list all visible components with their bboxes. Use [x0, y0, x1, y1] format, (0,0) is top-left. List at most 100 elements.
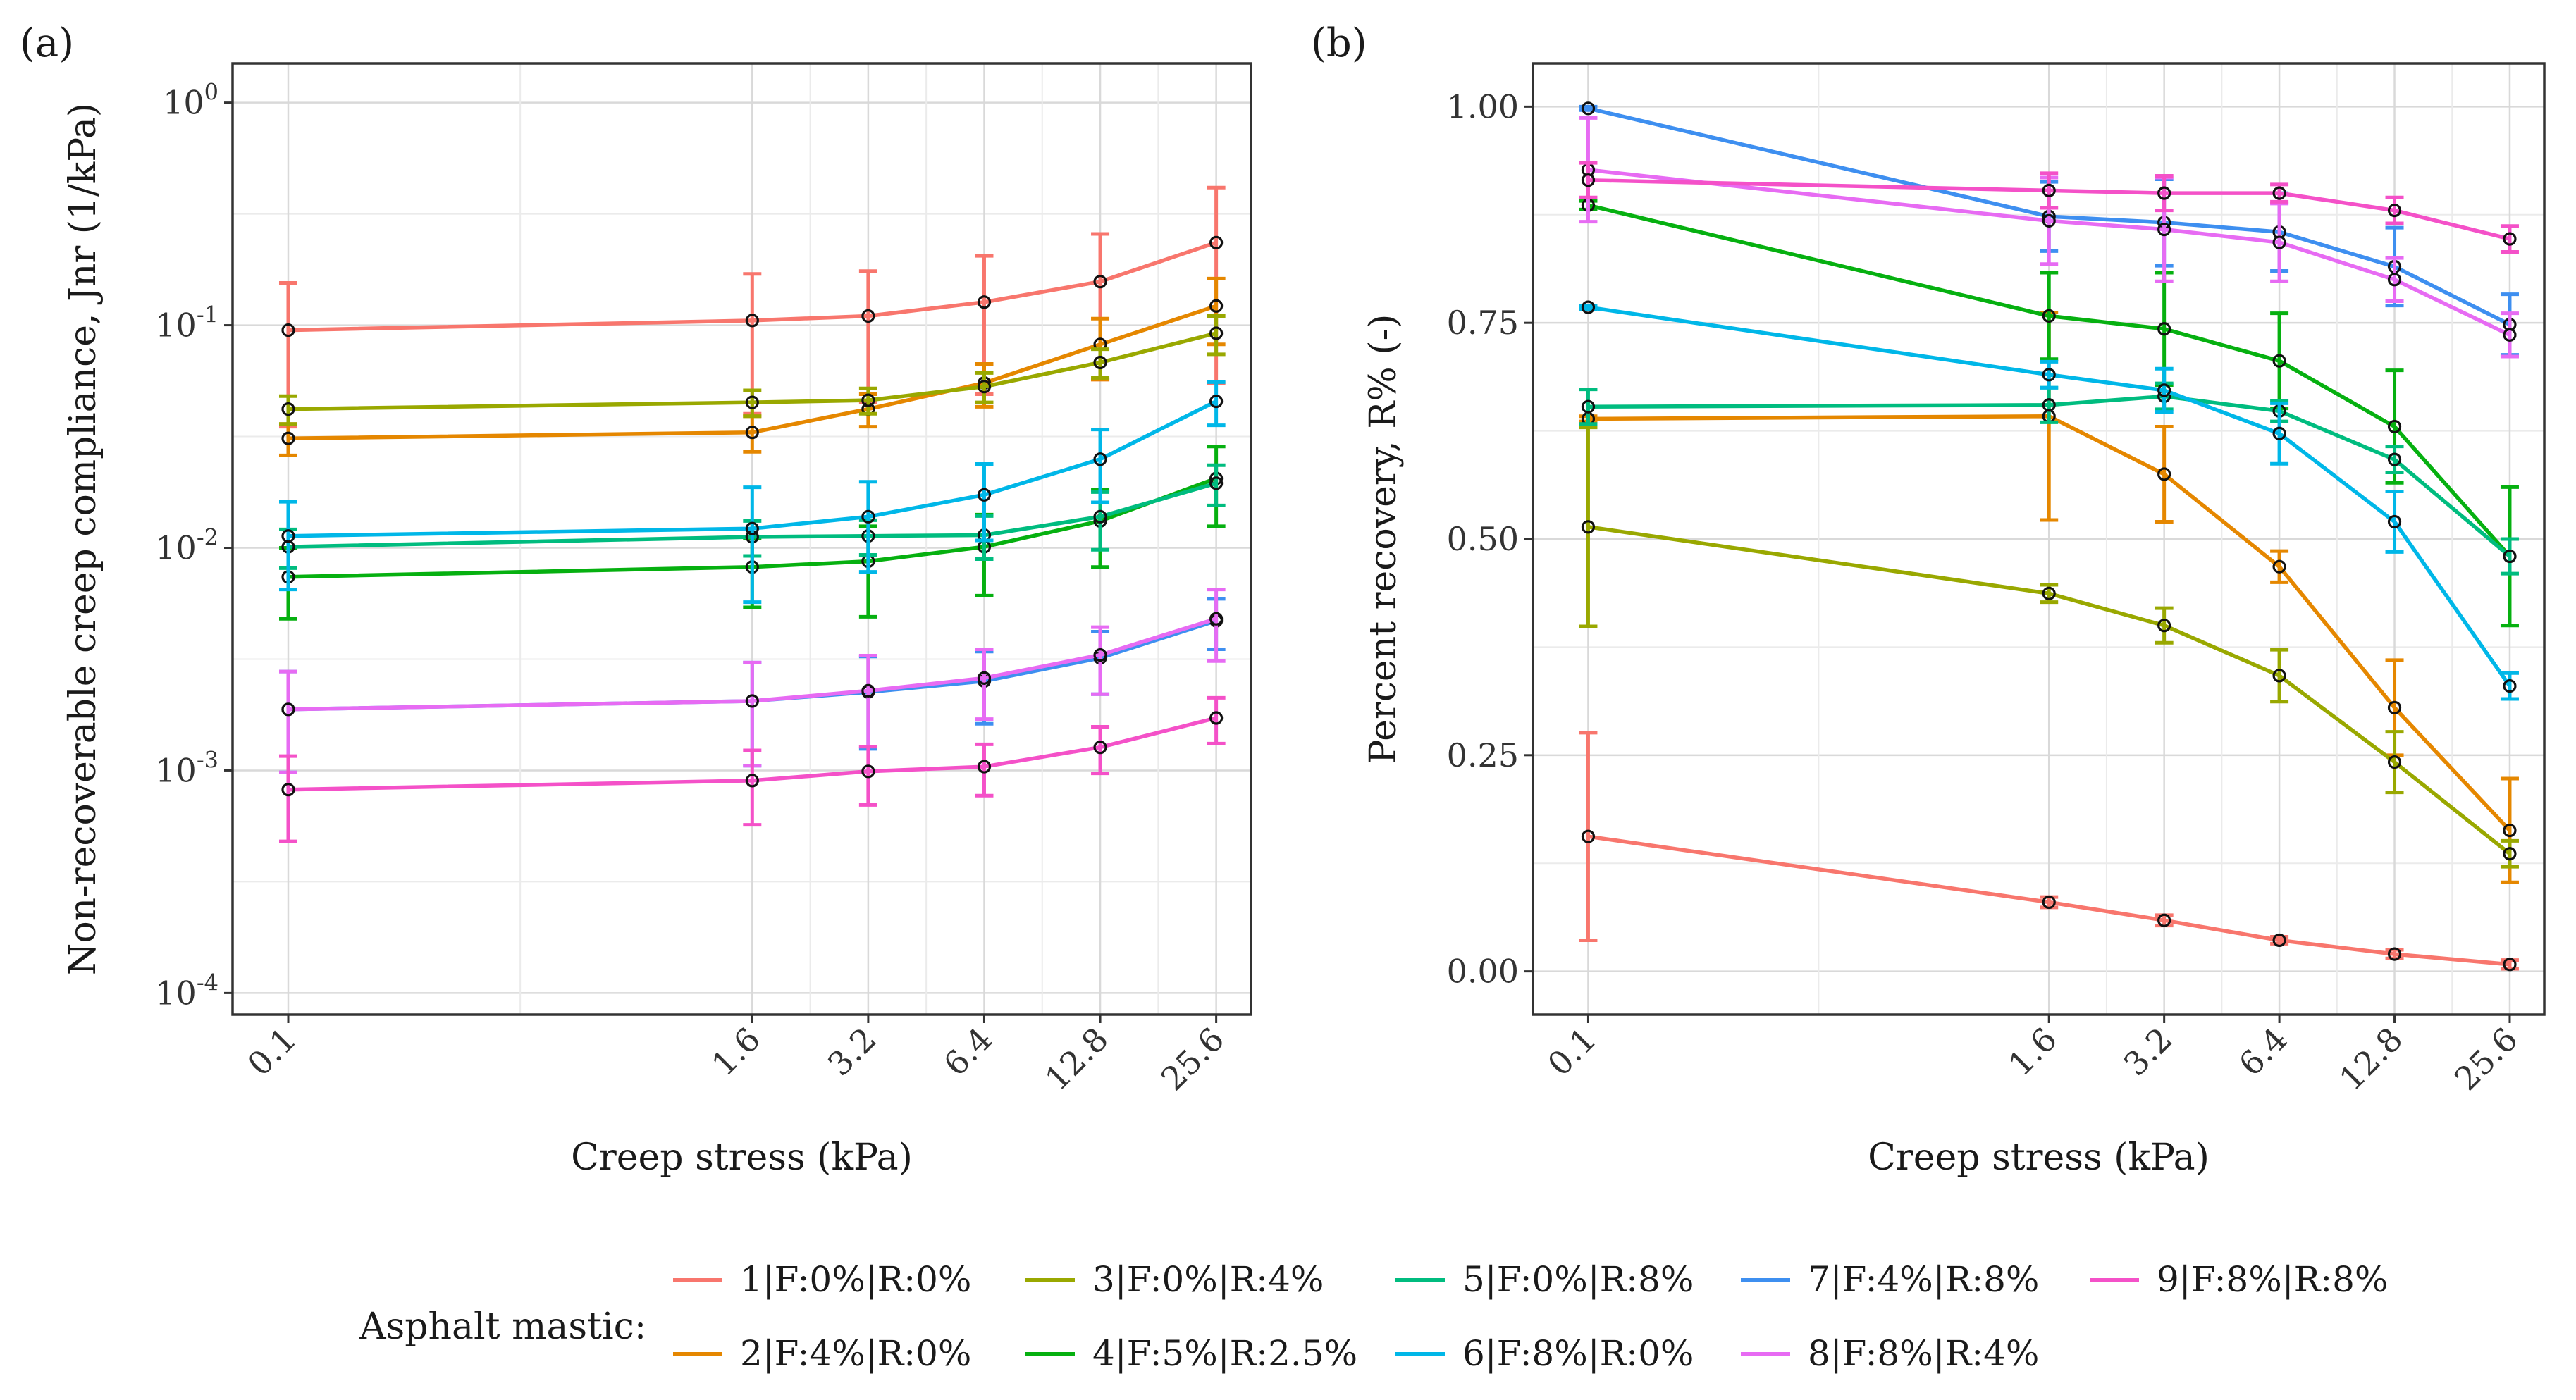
data-point: [977, 760, 992, 774]
series-line: [288, 716, 1217, 792]
y-tick-label: 0.50: [1447, 520, 1519, 558]
data-point: [1581, 829, 1596, 843]
data-point: [1581, 300, 1596, 314]
x-tick-label: 6.4: [2231, 1020, 2295, 1084]
data-point: [2503, 958, 2517, 972]
data-point: [2042, 183, 2056, 198]
series-line: [288, 240, 1217, 333]
series-line: [1588, 414, 2512, 832]
y-axis: 100 10-1 10-2 10-3 10-4: [155, 79, 233, 1012]
series-6: [278, 380, 1226, 605]
data-point: [2272, 559, 2286, 574]
data-point: [1581, 101, 1596, 116]
error-bar: [743, 748, 762, 827]
x-axis: 0.1 1.6 3.2 6.4 12.8 25.6: [1540, 1015, 2525, 1098]
data-point: [861, 509, 875, 524]
data-point: [2157, 223, 2171, 237]
legend-label: 4|F:5%|R:2.5%: [1092, 1333, 1357, 1374]
legend-item-9: 9|F:8%|R:8%: [2090, 1259, 2388, 1300]
error-bar: [858, 480, 877, 574]
series-3: [278, 314, 1226, 426]
data-point: [2042, 398, 2056, 412]
data-point: [861, 683, 875, 698]
data-point: [745, 314, 759, 328]
error-bar: [1207, 463, 1226, 507]
data-point: [977, 380, 992, 394]
data-point: [1093, 355, 1107, 370]
data-point: [2387, 514, 2402, 529]
data-point: [2042, 309, 2056, 323]
legend-label: 5|F:0%|R:8%: [1462, 1259, 1694, 1300]
legend-item-7: 7|F:4%|R:8%: [1741, 1259, 2039, 1300]
data-point: [2503, 823, 2517, 838]
data-point: [2272, 426, 2286, 440]
x-tick-label: 12.8: [2332, 1020, 2410, 1098]
data-point: [2272, 669, 2286, 683]
series-line: [288, 476, 1217, 579]
data-point: [2042, 368, 2056, 382]
data-point: [2503, 549, 2517, 564]
data-point: [2157, 383, 2171, 397]
data-point: [2157, 619, 2171, 633]
y-tick-label: 0.00: [1447, 953, 1519, 991]
data-point: [2272, 186, 2286, 200]
data-point: [2503, 232, 2517, 246]
data-point: [1581, 520, 1596, 534]
x-tick-label: 0.1: [240, 1020, 304, 1084]
data-point: [2042, 895, 2056, 910]
error-bar: [278, 500, 297, 592]
data-point: [1581, 173, 1596, 187]
data-point: [2272, 354, 2286, 368]
y-tick-label: 100: [163, 79, 218, 122]
error-bar: [1579, 731, 1598, 942]
data-point: [2387, 755, 2402, 769]
legend-label: 9|F:8%|R:8%: [2157, 1259, 2388, 1300]
data-point: [745, 774, 759, 788]
data-point: [281, 529, 295, 543]
legend-item-1: 1|F:0%|R:0%: [673, 1259, 971, 1300]
y-tick-label: 10-4: [155, 969, 218, 1012]
series-group: [278, 185, 1226, 843]
data-point: [281, 783, 295, 797]
y-axis-title: Percent recovery, R% (-): [1362, 314, 1405, 764]
legend: Asphalt mastic: 1|F:0%|R:0% 2|F:4%|R:0% 3|…: [359, 1259, 2388, 1374]
error-bar: [2500, 537, 2519, 576]
chart-panel-a: 0.1 1.6 3.2 6.4 12.8 25.6 Creep stress (kPa) 10…: [62, 62, 1252, 1179]
y-axis-title: Non-recoverable creep compliance, Jnr (1…: [62, 103, 104, 975]
data-point: [2503, 679, 2517, 693]
error-bar: [975, 742, 994, 798]
error-bar: [1207, 695, 1226, 745]
series-line: [1588, 305, 2512, 688]
error-bar: [1579, 161, 1598, 199]
series-line: [288, 304, 1217, 441]
data-point: [2503, 328, 2517, 342]
data-point: [2272, 933, 2286, 948]
data-point: [1093, 741, 1107, 755]
data-point: [1209, 235, 1224, 249]
data-point: [281, 702, 295, 717]
error-bar: [1579, 426, 1598, 628]
series-line: [288, 331, 1217, 411]
error-bar: [278, 394, 297, 426]
error-bar: [1207, 380, 1226, 428]
data-point: [1093, 509, 1107, 524]
legend-label: 3|F:0%|R:4%: [1092, 1259, 1324, 1300]
x-tick-label: 3.2: [2116, 1020, 2180, 1084]
series-line: [1587, 106, 2511, 327]
panel-border: [231, 62, 1252, 1016]
legend-item-8: 8|F:8%|R:4%: [1741, 1333, 2039, 1374]
legend-item-5: 5|F:0%|R:8%: [1395, 1259, 1694, 1300]
data-point: [861, 764, 875, 779]
data-point: [861, 393, 875, 407]
data-point: [1209, 395, 1224, 409]
data-point: [977, 295, 992, 309]
x-tick-label: 12.8: [1037, 1020, 1116, 1098]
data-point: [2387, 419, 2402, 434]
x-axis: 0.1 1.6 3.2 6.4 12.8 25.6: [240, 1015, 1231, 1098]
legend-item-3: 3|F:0%|R:4%: [1025, 1259, 1324, 1300]
x-axis-title: Creep stress (kPa): [1868, 1136, 2210, 1179]
data-point: [745, 426, 759, 440]
error-bar: [278, 754, 297, 843]
data-point: [1209, 612, 1224, 626]
